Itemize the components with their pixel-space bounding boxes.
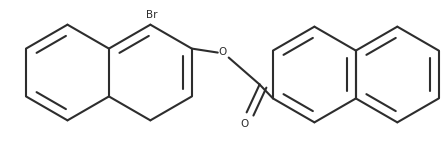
Text: O: O: [219, 47, 227, 57]
Text: O: O: [240, 119, 249, 129]
Text: Br: Br: [146, 10, 157, 20]
